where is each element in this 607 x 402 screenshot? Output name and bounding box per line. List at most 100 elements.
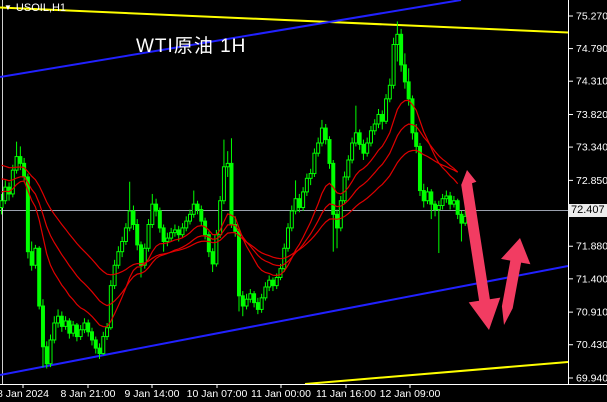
price-tick-label: 70.910 (576, 307, 607, 319)
bear-candle-body (410, 98, 415, 134)
bear-candle-body (357, 132, 362, 145)
bear-candle-body (93, 339, 98, 349)
bull-candle-body (150, 203, 155, 226)
bear-candle-body (402, 64, 407, 83)
bear-candle-body (154, 203, 159, 212)
bull-candle-body (244, 298, 249, 307)
price-axis[interactable]: 75.270 74.790 74.310 73.820 73.340 72.850 71.8… (568, 11, 607, 385)
time-tick-label: 8 Jan 2024 (0, 388, 49, 400)
bear-candle-body (433, 203, 438, 211)
bull-candle-body (218, 200, 223, 236)
bull-candle-body (304, 177, 309, 193)
bear-candle-body (59, 315, 64, 327)
time-axis[interactable]: 8 Jan 2024 8 Jan 21:00 9 Jan 14:00 10 Jan 0… (0, 385, 441, 400)
bull-candle-body (112, 264, 117, 287)
bull-candle-body (142, 247, 147, 266)
time-tick-label: 8 Jan 21:00 (61, 388, 116, 400)
current-price-badge: 72.407 (568, 204, 607, 217)
bear-candle-body (22, 162, 27, 178)
bull-candle-body (78, 329, 83, 338)
lower-blue-trendline (0, 265, 569, 376)
bear-candle-body (455, 200, 460, 215)
bear-candle-body (74, 324, 79, 338)
bear-candle-body (40, 305, 45, 348)
ma-line-24 (1, 123, 459, 307)
price-tick-label: 70.430 (576, 339, 607, 351)
candles-layer (0, 21, 471, 369)
price-tick-label: 74.310 (576, 76, 607, 88)
time-tick-label: 9 Jan 14:00 (125, 388, 180, 400)
price-tick-label: 74.790 (576, 43, 607, 55)
price-tick-label: 75.270 (576, 11, 607, 23)
bull-candle-body (63, 320, 68, 327)
projection-arrows-layer (461, 170, 531, 330)
bull-candle-body (33, 247, 38, 266)
bear-candle-body (37, 247, 42, 307)
bear-candle-body (135, 224, 140, 246)
bear-candle-body (399, 33, 404, 66)
bull-candle-body (105, 327, 110, 338)
bull-candle-body (346, 159, 351, 178)
bear-candle-body (89, 331, 94, 341)
bear-candle-body (240, 295, 245, 307)
bull-candle-body (274, 276, 279, 287)
ma-line-14 (1, 99, 459, 328)
bull-candle-body (368, 130, 373, 144)
bull-candle-body (289, 210, 294, 229)
bear-candle-body (335, 213, 340, 229)
bull-candle-body (312, 152, 317, 175)
bear-candle-body (323, 127, 328, 141)
bull-candle-body (248, 293, 253, 300)
projected-drop-arrow (461, 170, 501, 330)
bear-candle-body (252, 293, 257, 304)
price-tick-label: 71.400 (576, 273, 607, 285)
bull-candle-body (184, 220, 189, 229)
bull-candle-body (180, 227, 185, 236)
bull-candle-body (384, 98, 389, 122)
dropdown-arrow-icon: ▼ (4, 3, 12, 12)
bear-candle-body (380, 113, 385, 122)
bear-candle-body (327, 139, 332, 164)
bull-candle-body (165, 237, 170, 242)
bear-candle-body (176, 229, 181, 236)
bear-candle-body (237, 230, 242, 297)
bull-candle-body (319, 127, 324, 144)
bull-candle-body (395, 33, 400, 46)
bull-candle-body (342, 176, 347, 202)
price-tick-label: 72.850 (576, 175, 607, 187)
bull-candle-body (372, 123, 377, 132)
price-tick-label: 71.880 (576, 241, 607, 253)
bear-candle-body (417, 145, 422, 192)
bull-candle-body (267, 279, 272, 288)
bull-candle-body (71, 324, 76, 334)
bull-candle-body (146, 224, 151, 249)
bull-candle-body (123, 227, 128, 242)
bull-candle-body (444, 195, 449, 200)
bull-candle-body (440, 198, 445, 206)
bear-candle-body (195, 203, 200, 211)
upper-yellow-channel-line (0, 6, 569, 34)
bull-candle-body (221, 166, 226, 202)
bear-candle-body (206, 234, 211, 253)
bull-candle-body (338, 200, 343, 229)
bear-candle-body (414, 132, 419, 147)
bull-candle-body (263, 286, 268, 299)
bear-candle-body (161, 227, 166, 242)
bull-candle-body (116, 251, 121, 266)
symbol-timeframe-label[interactable]: ▼ USOIL,H1 (4, 2, 66, 14)
bull-candle-body (108, 285, 113, 329)
bear-candle-body (18, 156, 23, 164)
time-tick-label: 12 Jan 09:00 (380, 388, 441, 400)
time-tick-label: 11 Jan 16:00 (316, 388, 376, 400)
bull-candle-body (308, 173, 313, 179)
bull-candle-body (350, 142, 355, 161)
axis-frame (0, 0, 607, 385)
bull-candle-body (101, 336, 106, 355)
bull-candle-body (391, 44, 396, 86)
bull-candle-body (0, 200, 4, 209)
bull-candle-body (172, 229, 177, 234)
bear-candle-body (131, 210, 136, 226)
bear-candle-body (448, 195, 453, 205)
bull-candle-body (82, 322, 87, 331)
